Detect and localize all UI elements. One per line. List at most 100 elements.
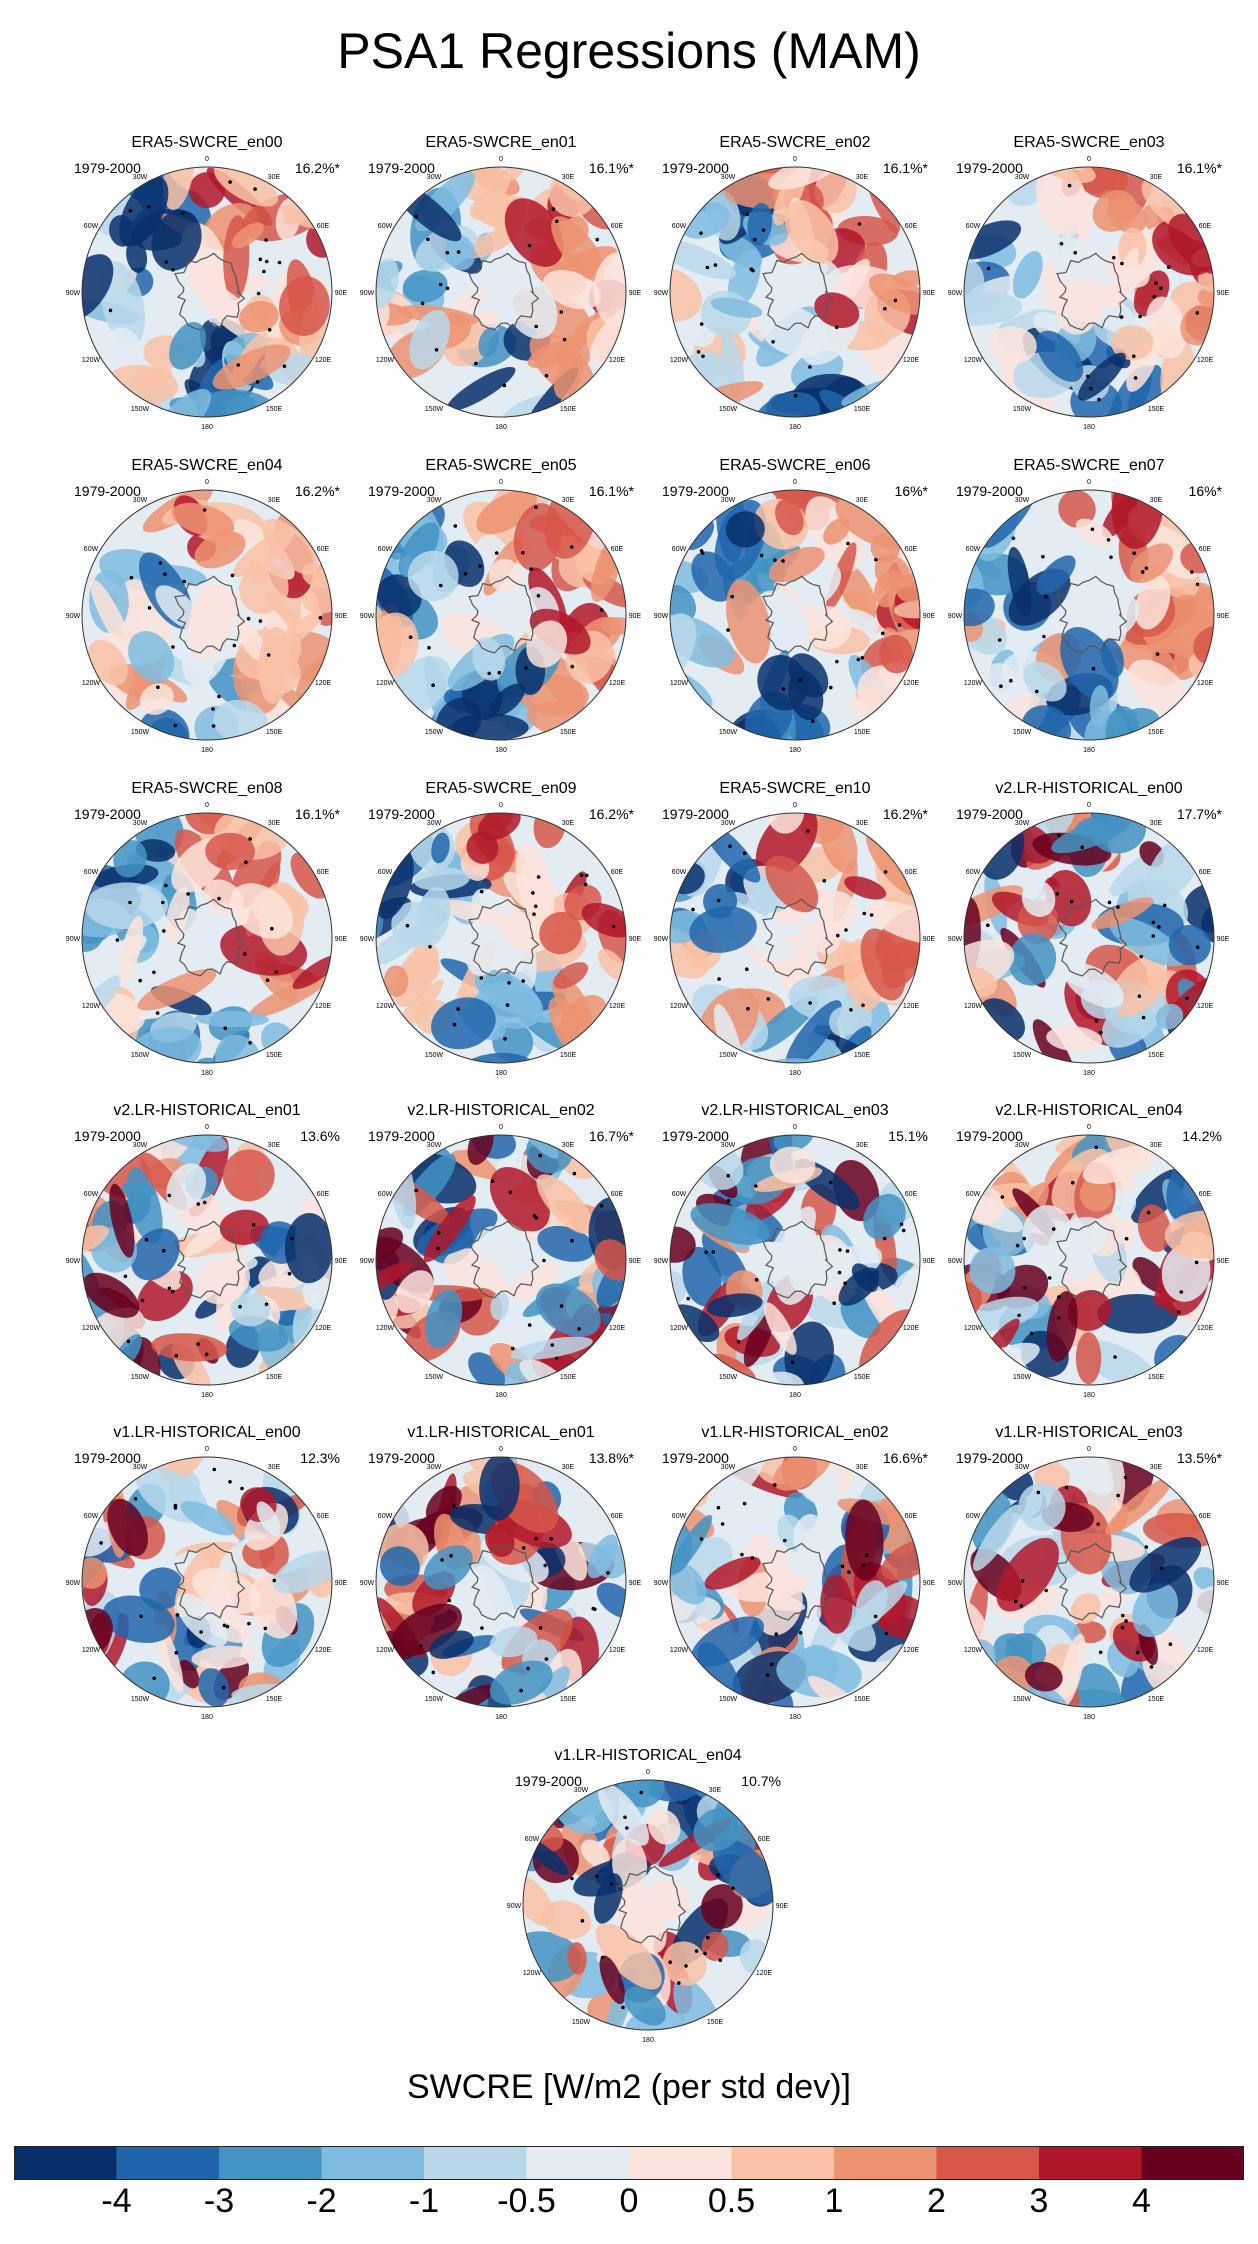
- field-cell: [222, 1149, 275, 1202]
- significance-dot: [507, 981, 511, 985]
- significance-dot: [595, 237, 600, 242]
- field-cell: [845, 1499, 884, 1581]
- longitude-label: 60W: [672, 223, 687, 230]
- field-cell: [1058, 1633, 1086, 1707]
- longitude-label: 30E: [268, 497, 281, 504]
- longitude-label: 30E: [268, 174, 281, 181]
- significance-dot: [1106, 538, 1111, 542]
- significance-dot: [158, 561, 163, 565]
- significance-dot: [508, 1190, 513, 1195]
- longitude-label: 30E: [856, 1464, 869, 1471]
- longitude-label: 120W: [670, 1647, 689, 1654]
- field-cell: [212, 344, 291, 390]
- longitude-label: 60E: [611, 1513, 624, 1520]
- field-cell: [1109, 916, 1185, 967]
- significance-dot: [569, 545, 574, 549]
- field-cell: [805, 606, 852, 650]
- significance-dot: [736, 1339, 741, 1344]
- field-cell: [800, 1039, 837, 1063]
- polar-map: 0 30E 60E 90E 120E 150E 180 150W 120W 90W 60W 30W: [654, 1446, 936, 1721]
- field-cell: [744, 1532, 771, 1556]
- field-cell: [673, 1977, 725, 2030]
- significance-dot: [580, 1919, 585, 1923]
- significance-dot: [126, 1339, 131, 1344]
- longitude-label: 180: [495, 1392, 507, 1399]
- field-cell: [90, 579, 133, 655]
- significance-dot: [1009, 678, 1013, 683]
- longitude-label: 150W: [131, 729, 150, 736]
- longitude-label: 30W: [721, 174, 736, 181]
- significance-dot: [559, 310, 563, 314]
- significance-dot: [774, 1632, 779, 1636]
- colorbar-segment: [936, 2146, 1040, 2180]
- significance-dot: [265, 978, 270, 982]
- significance-dot: [542, 1258, 546, 1263]
- field-cell: [376, 1227, 404, 1264]
- field-cell: [1070, 1593, 1101, 1624]
- field-cell: [1057, 1457, 1114, 1496]
- field-cell: [753, 1371, 805, 1385]
- significance-dot: [253, 187, 257, 191]
- longitude-label: 30W: [1015, 1464, 1030, 1471]
- field-cell: [139, 683, 174, 715]
- panel-title: v1.LR-HISTORICAL_en04: [554, 1747, 742, 1764]
- field-cell: [553, 962, 589, 989]
- panel-variance-explained: 16.2%*: [294, 483, 340, 499]
- significance-dot: [171, 268, 175, 272]
- field-cell: [232, 528, 295, 577]
- panel-title: v2.LR-HISTORICAL_en01: [113, 1102, 301, 1119]
- significance-dot: [705, 265, 710, 270]
- significance-dot: [562, 337, 567, 342]
- polar-map: 0 30E 60E 90E 120E 150E 180 150W 120W 90W 60W 30W: [360, 802, 642, 1077]
- significance-dot: [1116, 905, 1120, 909]
- significance-dot: [834, 325, 839, 330]
- longitude-label: 150W: [719, 406, 738, 413]
- significance-dot: [691, 907, 695, 912]
- longitude-label: 120W: [376, 680, 395, 687]
- significance-dot: [270, 926, 274, 931]
- significance-dot: [1042, 634, 1046, 639]
- field-cell: [166, 1163, 207, 1211]
- longitude-label: 150E: [854, 1374, 871, 1381]
- significance-dot: [754, 1278, 759, 1282]
- field-cell: [188, 172, 226, 209]
- longitude-label: 30E: [562, 1142, 575, 1149]
- field-cell: [823, 517, 851, 545]
- field-cell: [844, 876, 887, 900]
- significance-dot: [243, 952, 247, 956]
- field-cell: [996, 1537, 1059, 1612]
- longitude-label: 30W: [427, 497, 442, 504]
- field-cell: [785, 1000, 842, 1063]
- field-cell: [509, 1261, 559, 1301]
- map-panel: ERA5-SWCRE_en03 1979-2000 16.1%* 0 30E 60E 90E…: [944, 132, 1234, 444]
- significance-dot: [706, 1935, 710, 1940]
- longitude-label: 90W: [66, 1258, 81, 1265]
- significance-dot: [534, 505, 538, 509]
- longitude-label: 60E: [905, 869, 918, 876]
- field-cell: [567, 1942, 587, 1975]
- longitude-label: 60W: [378, 869, 393, 876]
- antarctica-coastline: [174, 1542, 246, 1621]
- significance-dot: [1067, 183, 1072, 188]
- significance-dot: [1022, 1236, 1026, 1241]
- field-cell: [587, 1534, 618, 1579]
- significance-dot: [282, 364, 287, 368]
- significance-dot: [986, 923, 990, 927]
- map-border: [522, 1779, 774, 2031]
- polar-map: 0 30E 60E 90E 120E 150E 180 150W 120W 90W 60W 30W: [948, 156, 1230, 431]
- field-cell: [720, 331, 745, 398]
- significance-dot: [609, 1882, 614, 1886]
- field-cell: [624, 1986, 666, 2026]
- longitude-label: 0: [499, 479, 503, 486]
- polar-map: 0 30E 60E 90E 120E 150E 180 150W 120W 90W 60W 30W: [360, 479, 642, 754]
- significance-dot: [463, 572, 468, 576]
- panel-period: 1979-2000: [74, 1450, 141, 1466]
- significance-dot: [519, 1688, 523, 1693]
- longitude-label: 30W: [427, 820, 442, 827]
- longitude-label: 120E: [315, 680, 332, 687]
- significance-dot: [264, 259, 269, 264]
- significance-dot: [856, 657, 861, 662]
- significance-dot: [222, 1623, 227, 1628]
- field-cell: [1168, 924, 1211, 966]
- field-cell: [1075, 1332, 1102, 1385]
